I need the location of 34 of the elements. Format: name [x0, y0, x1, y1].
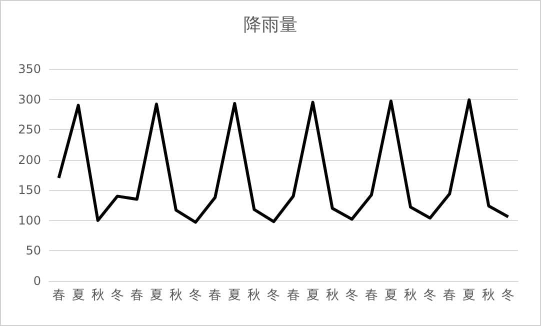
x-tick-label: 秋: [404, 288, 418, 303]
x-tick-label: 春: [130, 288, 144, 303]
y-tick-label: 100: [18, 213, 41, 228]
x-tick-label: 秋: [248, 288, 261, 303]
x-tick-label: 夏: [228, 288, 242, 303]
x-tick-label: 春: [443, 288, 456, 303]
x-tick-label: 秋: [170, 288, 183, 303]
chart-title: 降雨量: [244, 14, 298, 36]
y-tick-label: 0: [33, 274, 41, 288]
x-tick-label: 春: [364, 288, 378, 303]
x-tick-label: 秋: [482, 288, 496, 303]
x-tick-label: 夏: [306, 288, 320, 303]
x-tick-label: 冬: [502, 288, 515, 303]
x-tick-label: 春: [52, 288, 66, 303]
x-tick-label: 夏: [384, 288, 398, 303]
y-tick-label: 350: [18, 62, 41, 76]
y-tick-label: 200: [18, 152, 41, 167]
x-tick-label: 冬: [189, 288, 202, 303]
x-tick-label: 秋: [326, 288, 339, 303]
x-tick-label: 春: [286, 288, 300, 303]
y-tick-label: 250: [18, 122, 41, 137]
x-tick-label: 夏: [72, 288, 85, 303]
y-tick-label: 50: [26, 244, 41, 258]
x-tick-label: 夏: [462, 288, 476, 303]
x-tick-label: 冬: [110, 288, 124, 303]
x-tick-label: 春: [208, 288, 222, 303]
y-tick-label: 150: [18, 183, 41, 198]
x-tick-label: 夏: [150, 288, 163, 303]
y-tick-label: 300: [18, 92, 41, 106]
x-tick-label: 冬: [424, 288, 437, 303]
x-tick-label: 冬: [267, 288, 280, 303]
x-tick-label: 秋: [91, 288, 104, 303]
line-series: [57, 98, 510, 224]
x-tick-label: 冬: [345, 288, 358, 303]
